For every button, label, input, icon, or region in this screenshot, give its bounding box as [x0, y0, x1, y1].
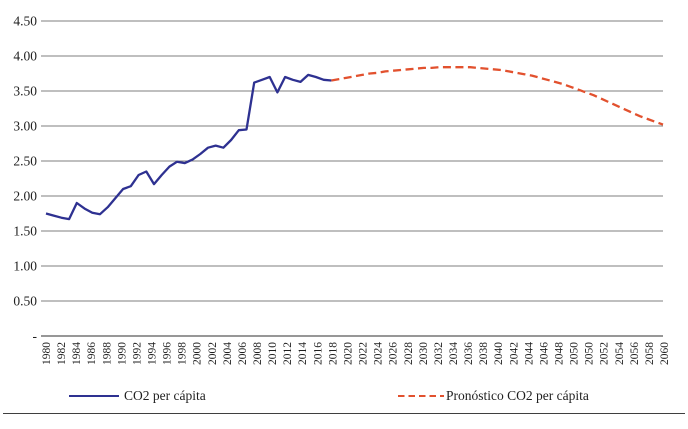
- co2-line-chart: 4.504.003.503.002.502.001.501.000.50-198…: [13, 14, 671, 366]
- legend-label-co2: CO2 per cápita: [124, 388, 206, 403]
- x-tick-label: 2054: [614, 342, 626, 365]
- solid-line-swatch-icon: [69, 395, 119, 397]
- x-tick-label: 1988: [101, 342, 113, 365]
- y-tick-label: 3.00: [13, 119, 37, 134]
- x-tick-label: 2050: [569, 342, 581, 365]
- x-axis-labels: 1980 1982 1984 1986 1988 1990 1992 1994 1996 1998…: [41, 342, 671, 365]
- dashed-line-swatch-icon: [398, 394, 444, 398]
- x-tick-label: 1982: [56, 342, 68, 365]
- x-tick-label: 2036: [463, 342, 475, 365]
- y-axis-labels: 4.50 4.00 3.50 3.00 2.50 2.00 1.50 1.00 0.50 -: [13, 14, 37, 344]
- x-tick-label: 2014: [297, 342, 309, 365]
- y-tick-label: 1.00: [13, 259, 37, 274]
- x-tick-label: 2048: [553, 342, 565, 365]
- x-tick-label: 1990: [116, 342, 128, 365]
- x-tick-label: 2052: [599, 342, 611, 365]
- x-tick-label: 2022: [358, 342, 370, 365]
- series-co2-line: [45, 73, 332, 221]
- x-tick-label: 2050: [584, 342, 596, 365]
- x-tick-label: 2058: [644, 342, 656, 365]
- x-tick-label: 2020: [342, 342, 354, 365]
- x-tick-label: 1992: [131, 342, 143, 365]
- legend-label-forecast: Pronóstico CO2 per cápita: [446, 388, 589, 403]
- x-tick-label: 2004: [222, 342, 234, 365]
- series-forecast-line: [331, 66, 664, 126]
- x-tick-label: 2034: [448, 342, 460, 365]
- legend-item-co2: CO2 per cápita: [69, 384, 206, 408]
- chart-legend: CO2 per cápita Pronóstico CO2 per cápita: [0, 384, 688, 408]
- legend-item-forecast: Pronóstico CO2 per cápita: [398, 384, 589, 408]
- x-tick-label: 2032: [433, 342, 445, 365]
- x-tick-label: 1998: [177, 342, 189, 365]
- x-tick-label: 2000: [192, 342, 204, 365]
- x-tick-label: 1986: [86, 342, 98, 365]
- x-tick-label: 2006: [237, 342, 249, 365]
- y-tick-label: 2.00: [13, 189, 37, 204]
- y-tick-label: 4.50: [13, 14, 37, 29]
- x-tick-label: 2010: [267, 342, 279, 365]
- y-tick-label: -: [33, 329, 38, 344]
- y-tick-label: 4.00: [13, 49, 37, 64]
- x-tick-label: 2024: [373, 342, 385, 365]
- y-tick-label: 2.50: [13, 154, 37, 169]
- x-tick-label: 2030: [418, 342, 430, 365]
- gridlines: [41, 20, 663, 302]
- x-tick-label: 1984: [71, 342, 83, 365]
- x-tick-label: 2040: [493, 342, 505, 365]
- x-tick-label: 2060: [659, 342, 671, 365]
- x-tick-label: 2056: [629, 342, 641, 365]
- x-tick-label: 2038: [478, 342, 490, 365]
- x-tick-label: 2012: [282, 342, 294, 365]
- figure-bottom-border: [3, 413, 685, 414]
- x-tick-label: 1980: [41, 342, 53, 365]
- x-tick-label: 2026: [388, 342, 400, 365]
- x-tick-label: 2042: [508, 342, 520, 365]
- x-tick-label: 2028: [403, 342, 415, 365]
- x-tick-label: 2046: [538, 342, 550, 365]
- x-tick-label: 2016: [312, 342, 324, 365]
- y-tick-label: 0.50: [13, 294, 37, 309]
- y-tick-label: 3.50: [13, 84, 37, 99]
- x-tick-label: 2008: [252, 342, 264, 365]
- x-tick-label: 1994: [147, 342, 159, 365]
- x-tick-label: 1996: [162, 342, 174, 365]
- x-tick-label: 2002: [207, 342, 219, 365]
- x-tick-label: 2018: [327, 342, 339, 365]
- x-tick-label: 2044: [523, 342, 535, 365]
- y-tick-label: 1.50: [13, 224, 37, 239]
